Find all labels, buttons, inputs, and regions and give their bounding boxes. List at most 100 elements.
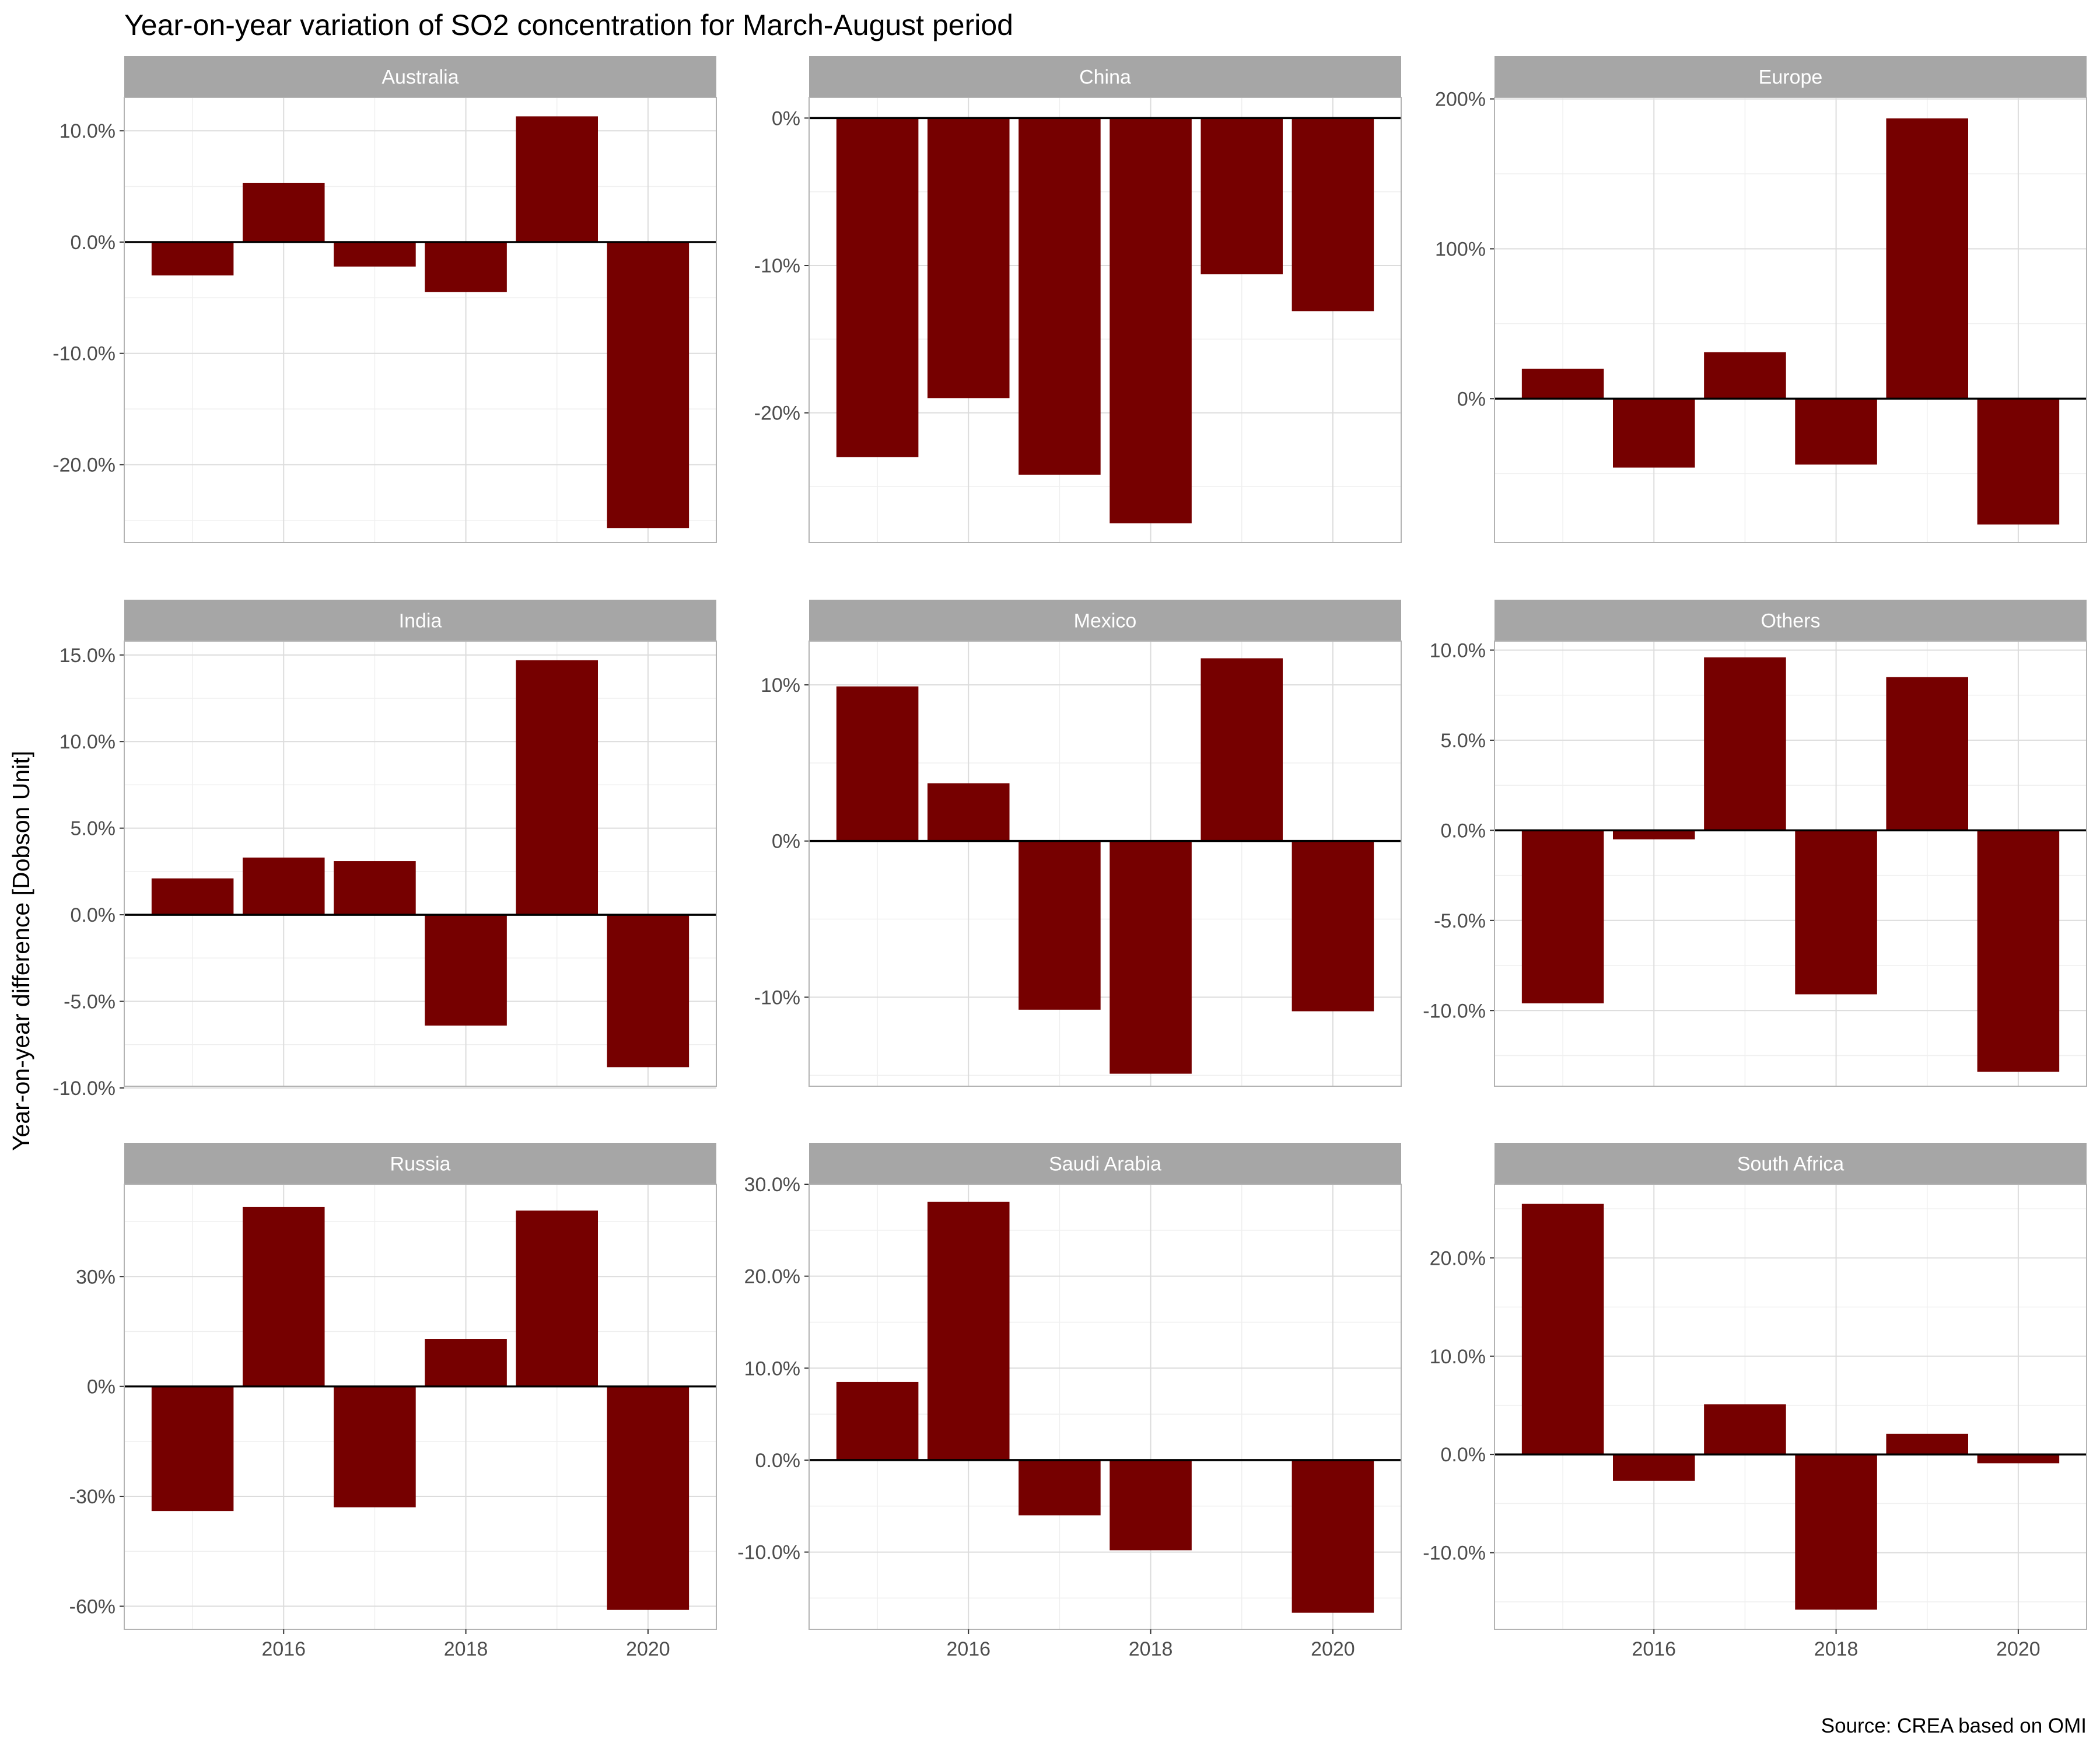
y-tick-label: 10.0% (1430, 1346, 1486, 1368)
bar-south-africa-2015 (1521, 1203, 1604, 1455)
panel-title: China (1079, 67, 1131, 89)
y-tick-label: -10% (754, 986, 800, 1009)
panel-strip (124, 1143, 716, 1184)
panel-strip (1494, 1143, 2087, 1184)
panel-title: Australia (382, 67, 459, 89)
bar-china-2019 (1200, 118, 1283, 275)
panel-strip (809, 1143, 1401, 1184)
y-tick-label: 0.0% (1441, 820, 1486, 842)
y-tick-label: 0.0% (1441, 1444, 1486, 1466)
bar-others-2017 (1704, 657, 1786, 831)
facet-panels: Australia -20.0% -10.0% 0.0% 10.0% China -20% -… (52, 56, 2087, 1660)
panel-title: Europe (1759, 67, 1823, 89)
y-tick-label: 0.0% (71, 232, 116, 254)
bar-china-2015 (836, 118, 919, 457)
bar-india-2019 (516, 660, 598, 915)
bar-saudi-arabia-2015 (836, 1381, 919, 1460)
bar-europe-2017 (1704, 352, 1786, 399)
bar-south-africa-2020 (1977, 1454, 2060, 1464)
bar-mexico-2019 (1200, 658, 1283, 841)
bar-russia-2020 (607, 1386, 690, 1610)
y-tick-label: 5.0% (71, 818, 116, 840)
bar-saudi-arabia-2016 (928, 1201, 1010, 1460)
y-tick-label: 10.0% (60, 731, 116, 753)
y-tick-label: 15.0% (60, 645, 116, 667)
bar-mexico-2017 (1019, 841, 1101, 1010)
bar-others-2020 (1977, 830, 2060, 1072)
panel-border (808, 97, 1402, 543)
y-tick-label: 0% (772, 831, 800, 853)
y-tick-label: -10.0% (52, 1077, 116, 1100)
y-tick-label: 0.0% (755, 1450, 801, 1472)
panel-strip (809, 600, 1401, 641)
bar-others-2019 (1886, 677, 1968, 831)
bar-saudi-arabia-2017 (1019, 1460, 1101, 1516)
panel-australia: Australia -20.0% -10.0% 0.0% 10.0% (52, 56, 717, 543)
bar-europe-2015 (1521, 368, 1604, 399)
panel-border (1494, 97, 2087, 543)
bar-china-2018 (1110, 118, 1192, 524)
panel-china: China -20% -10% 0% (754, 56, 1402, 543)
panel-title: Saudi Arabia (1049, 1153, 1161, 1175)
x-tick-label: 2016 (261, 1638, 306, 1660)
bar-saudi-arabia-2018 (1110, 1460, 1192, 1551)
bar-russia-2015 (151, 1386, 234, 1511)
bar-russia-2019 (516, 1210, 598, 1387)
bar-south-africa-2018 (1795, 1454, 1877, 1610)
panel-saudi-arabia: Saudi Arabia -10.0% 0.0% 10.0% 20.0% 30.0% 201… (737, 1143, 1402, 1660)
y-tick-label: -10.0% (1423, 1000, 1486, 1022)
y-tick-label: -10.0% (1423, 1542, 1486, 1565)
y-tick-label: 10.0% (60, 120, 116, 142)
panel-south-africa: South Africa -10.0% 0.0% 10.0% 20.0% 2016 2018… (1423, 1143, 2087, 1660)
y-tick-label: -10.0% (52, 343, 116, 365)
y-tick-label: -30% (69, 1486, 116, 1508)
panel-india: India -10.0% -5.0% 0.0% 5.0% 10.0% 15.0% (52, 600, 717, 1100)
panel-border (124, 641, 717, 1087)
y-tick-label: -10.0% (737, 1542, 800, 1564)
chart-title: Year-on-year variation of SO2 concentrat… (124, 9, 1013, 41)
panel-strip (124, 56, 716, 97)
bar-europe-2018 (1795, 398, 1877, 465)
y-tick-label: 20.0% (1430, 1247, 1486, 1269)
bar-australia-2019 (516, 116, 598, 242)
y-tick-label: 10.0% (744, 1357, 800, 1380)
bar-russia-2018 (425, 1339, 507, 1387)
bar-india-2020 (607, 915, 690, 1068)
panel-europe: Europe 0% 100% 200% (1435, 56, 2087, 543)
bar-australia-2015 (151, 242, 234, 276)
bar-mexico-2016 (928, 783, 1010, 841)
bar-russia-2017 (334, 1386, 416, 1507)
bar-south-africa-2017 (1704, 1404, 1786, 1455)
bar-russia-2016 (243, 1206, 325, 1387)
panel-strip (124, 600, 716, 641)
y-tick-label: -20% (754, 403, 800, 425)
bar-europe-2020 (1977, 398, 2060, 525)
bar-europe-2019 (1886, 118, 1968, 399)
x-tick-label: 2018 (444, 1638, 488, 1660)
y-tick-label: -10% (754, 255, 800, 277)
x-tick-label: 2016 (1632, 1638, 1676, 1660)
bar-others-2018 (1795, 830, 1877, 995)
panel-border (124, 97, 717, 543)
y-tick-label: 100% (1435, 238, 1486, 260)
y-tick-label: 0% (87, 1376, 116, 1398)
y-tick-label: -5.0% (64, 991, 116, 1013)
x-tick-label: 2018 (1129, 1638, 1173, 1660)
y-tick-label: 0% (772, 107, 800, 130)
panel-russia: Russia -60% -30% 0% 30% 2016 2018 2020 (69, 1143, 717, 1660)
y-tick-label: 10.0% (1430, 639, 1486, 662)
x-tick-label: 2020 (1996, 1638, 2041, 1660)
y-tick-label: -60% (69, 1595, 116, 1618)
y-tick-label: 30.0% (744, 1174, 800, 1196)
bar-australia-2020 (607, 242, 690, 529)
y-tick-label: -5.0% (1434, 910, 1486, 932)
y-tick-label: 30% (76, 1266, 116, 1288)
y-tick-label: 200% (1435, 89, 1486, 111)
bar-saudi-arabia-2020 (1292, 1460, 1374, 1613)
bar-europe-2016 (1613, 398, 1695, 468)
panel-title: Others (1760, 610, 1820, 632)
bar-mexico-2015 (836, 686, 919, 841)
bar-australia-2018 (425, 242, 507, 292)
